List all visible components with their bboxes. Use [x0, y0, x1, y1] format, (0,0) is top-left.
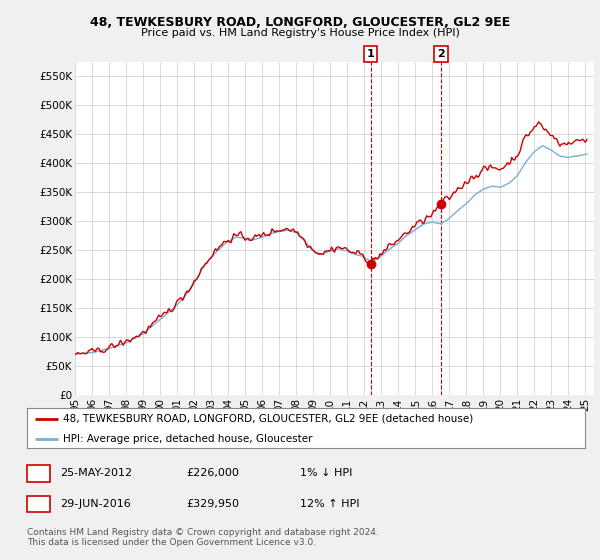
- Text: £226,000: £226,000: [186, 468, 239, 478]
- Text: 1% ↓ HPI: 1% ↓ HPI: [300, 468, 352, 478]
- Text: £329,950: £329,950: [186, 499, 239, 509]
- Text: 2: 2: [437, 49, 445, 59]
- Text: 29-JUN-2016: 29-JUN-2016: [60, 499, 131, 509]
- Text: HPI: Average price, detached house, Gloucester: HPI: Average price, detached house, Glou…: [63, 434, 313, 444]
- Text: 1: 1: [367, 49, 374, 59]
- Text: 48, TEWKESBURY ROAD, LONGFORD, GLOUCESTER, GL2 9EE (detached house): 48, TEWKESBURY ROAD, LONGFORD, GLOUCESTE…: [63, 414, 473, 424]
- Text: Price paid vs. HM Land Registry's House Price Index (HPI): Price paid vs. HM Land Registry's House …: [140, 28, 460, 38]
- Text: Contains HM Land Registry data © Crown copyright and database right 2024.
This d: Contains HM Land Registry data © Crown c…: [27, 528, 379, 547]
- Text: 25-MAY-2012: 25-MAY-2012: [60, 468, 132, 478]
- Text: 2: 2: [35, 499, 42, 509]
- Text: 1: 1: [35, 468, 42, 478]
- Text: 12% ↑ HPI: 12% ↑ HPI: [300, 499, 359, 509]
- Text: 48, TEWKESBURY ROAD, LONGFORD, GLOUCESTER, GL2 9EE: 48, TEWKESBURY ROAD, LONGFORD, GLOUCESTE…: [90, 16, 510, 29]
